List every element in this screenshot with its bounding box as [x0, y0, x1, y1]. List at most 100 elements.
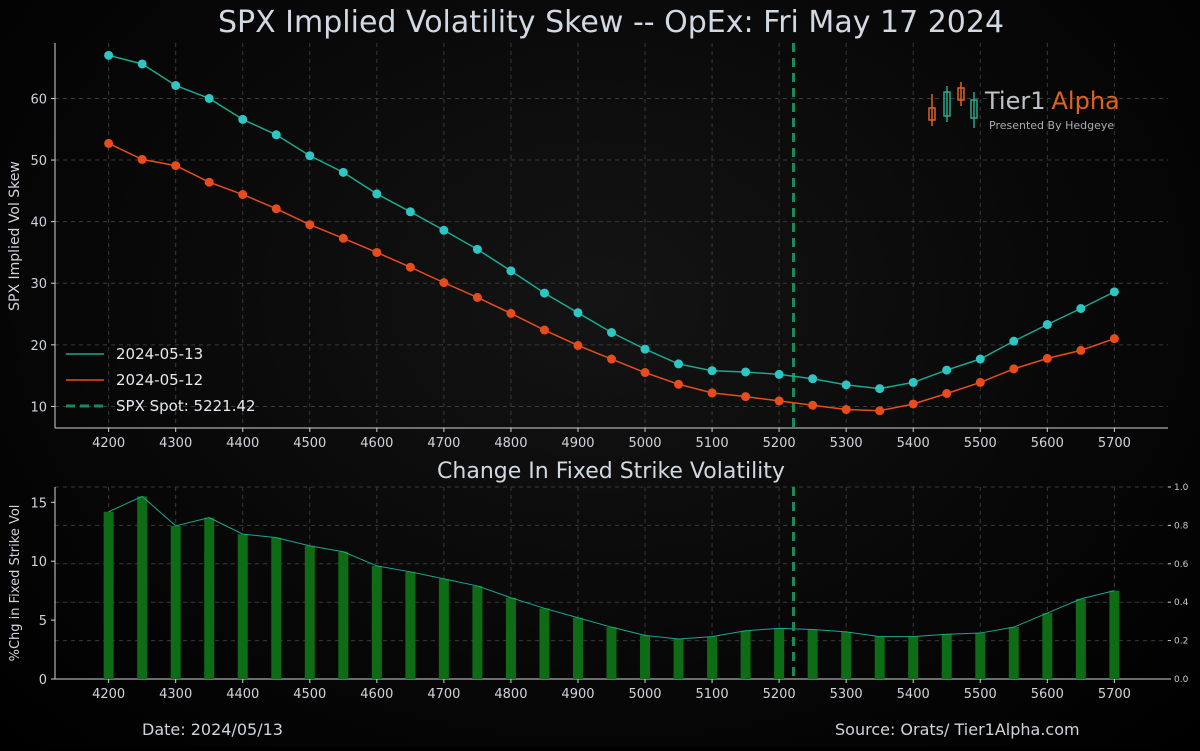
bottom-x-tick-label: 5600 [1031, 687, 1064, 702]
legend: 2024-05-13 2024-05-12 SPX Spot: 5221.42 [66, 345, 256, 415]
series-point-2024-05-12 [741, 392, 751, 402]
bottom-x-tick-label: 4500 [293, 687, 326, 702]
series-point-2024-05-13 [774, 369, 784, 379]
series-point-2024-05-12 [305, 220, 315, 230]
series-point-2024-05-13 [104, 50, 114, 60]
bar-strike-4450 [271, 537, 282, 679]
bottom-x-tick-label: 4800 [494, 687, 527, 702]
series-point-2024-05-13 [808, 374, 818, 384]
bottom-y-tick-label: 15 [30, 496, 47, 511]
series-point-2024-05-12 [238, 190, 248, 200]
bar-strike-4950 [606, 627, 617, 679]
series-point-2024-05-12 [439, 278, 449, 288]
bar-strike-4750 [472, 585, 483, 679]
tier1-alpha-logo: Tier1 Alpha Presented By Hedgeye [928, 82, 1120, 132]
series-point-2024-05-13 [271, 130, 281, 140]
series-point-2024-05-13 [137, 59, 147, 69]
legend-label-2024-05-12: 2024-05-12 [116, 371, 203, 389]
top-x-ticks: 4200 4300 4400 4500 4600 4700 4800 4900 5000 5100… [92, 428, 1131, 451]
bar-strike-4850 [539, 608, 550, 679]
bottom-x-tick-label: 5500 [964, 687, 997, 702]
bar-strike-5150 [740, 630, 751, 679]
top-x-tick-label: 5200 [763, 436, 796, 451]
legend-label-2024-05-13: 2024-05-13 [116, 345, 203, 363]
bottom-y-ticks: 0 5 10 15 [30, 496, 55, 688]
series-point-2024-05-12 [808, 400, 818, 410]
bottom-y-tick-label: 5 [39, 614, 47, 629]
series-point-2024-05-13 [472, 244, 482, 254]
series-point-2024-05-13 [841, 380, 851, 390]
top-y-tick-label: 50 [30, 154, 47, 169]
secondary-y-tick-label: 0.6 [1174, 560, 1189, 570]
top-y-tick-label: 40 [30, 216, 47, 231]
series-point-2024-05-13 [942, 365, 952, 375]
series-point-2024-05-12 [204, 177, 214, 187]
bar-strike-4250 [137, 496, 148, 679]
bottom-x-ticks: 4200 4300 4400 4500 4600 4700 4800 4900 5000 5100… [92, 679, 1131, 702]
bar-strike-5600 [1042, 613, 1053, 679]
series-point-2024-05-12 [1109, 334, 1119, 344]
bottom-x-tick-label: 4900 [561, 687, 594, 702]
bottom-x-tick-label: 5700 [1098, 687, 1131, 702]
bottom-y-tick-label: 10 [30, 555, 47, 570]
bar-strike-5500 [975, 633, 986, 679]
bottom-y-tick-label: 0 [39, 673, 47, 688]
bottom-x-tick-label: 5300 [830, 687, 863, 702]
legend-label-spx-spot: SPX Spot: 5221.42 [116, 397, 256, 415]
series-point-2024-05-12 [171, 161, 181, 171]
series-point-2024-05-13 [238, 114, 248, 124]
svg-text:Tier1Alpha: Tier1 Alpha [984, 87, 1120, 115]
bar-chart-title: Change In Fixed Strike Volatility [437, 459, 785, 484]
bottom-x-tick-label: 5000 [628, 687, 661, 702]
top-x-tick-label: 4500 [293, 436, 326, 451]
bar-strike-5050 [673, 638, 684, 679]
bar-strike-5700 [1109, 590, 1120, 679]
series-point-2024-05-13 [405, 207, 415, 217]
series-point-2024-05-13 [707, 366, 717, 376]
series-point-2024-05-12 [707, 388, 717, 398]
series-point-2024-05-12 [1042, 353, 1052, 363]
top-x-tick-label: 5300 [830, 436, 863, 451]
series-point-2024-05-13 [439, 225, 449, 235]
series-point-2024-05-13 [908, 377, 918, 387]
series-point-2024-05-13 [975, 354, 985, 364]
bar-strike-4200 [103, 511, 114, 679]
top-x-tick-label: 4900 [561, 436, 594, 451]
bar-strike-4600 [371, 565, 382, 679]
series-point-2024-05-12 [774, 396, 784, 406]
bottom-x-tick-label: 5100 [696, 687, 729, 702]
series-point-2024-05-12 [271, 204, 281, 214]
top-x-tick-label: 5700 [1098, 436, 1131, 451]
bar-strike-5650 [1075, 598, 1086, 679]
top-y-axis-label: SPX Implied Vol Skew [7, 161, 23, 311]
bar-strike-4300 [170, 525, 181, 679]
top-axes [54, 43, 1168, 429]
candlestick-icon [928, 82, 978, 128]
series-line-2024-05-13 [108, 54, 1115, 390]
series-point-2024-05-13 [372, 189, 382, 199]
bar-strike-5300 [841, 631, 852, 679]
bar-outline-line [108, 495, 1115, 640]
bar-strike-4650 [405, 571, 416, 679]
top-y-tick-label: 30 [30, 277, 47, 292]
bar-strike-4400 [237, 534, 248, 679]
series-line-2024-05-12 [108, 142, 1115, 412]
top-x-tick-label: 5000 [628, 436, 661, 451]
bar-strike-5200 [774, 628, 785, 679]
series-point-2024-05-12 [506, 308, 516, 318]
bottom-x-tick-label: 5400 [897, 687, 930, 702]
secondary-y-tick-label: 1.0 [1174, 483, 1189, 493]
brand-name-alpha: Alpha [1052, 87, 1120, 115]
series-point-2024-05-12 [137, 154, 147, 164]
series-point-2024-05-12 [1076, 345, 1086, 355]
top-y-tick-label: 10 [30, 400, 47, 415]
bar-strike-4900 [572, 617, 583, 679]
series-point-2024-05-13 [1042, 320, 1052, 330]
top-x-tick-label: 5100 [696, 436, 729, 451]
bottom-x-tick-label: 5200 [763, 687, 796, 702]
series-point-2024-05-13 [338, 167, 348, 177]
series-point-2024-05-12 [1009, 364, 1019, 374]
series-point-2024-05-13 [171, 81, 181, 91]
secondary-y-tick-label: 0.0 [1174, 675, 1189, 685]
top-y-ticks: 10 20 30 40 50 60 [30, 92, 55, 415]
